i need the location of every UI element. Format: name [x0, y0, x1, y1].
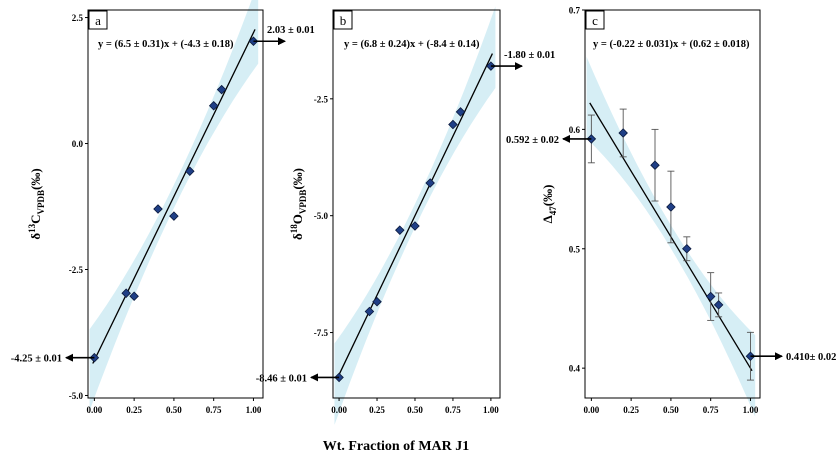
svg-text:0.410± 0.02: 0.410± 0.02 — [786, 352, 836, 363]
plot-frame — [332, 9, 501, 399]
y-tick-label: 2.5 — [72, 13, 84, 23]
fit-line — [336, 53, 493, 379]
x-tick-label: 0.75 — [445, 405, 461, 415]
y-axis-label: δ18OVPDB(‰) — [289, 168, 308, 240]
data-point — [682, 244, 692, 254]
endpoint-annotation-right: 0.410± 0.02 — [750, 352, 836, 363]
x-tick-label: 1.00 — [743, 405, 759, 415]
data-point — [410, 221, 420, 231]
data-point — [153, 204, 163, 214]
regression-equation: y = (6.5 ± 0.31)x + (-4.3 ± 0.18) — [98, 39, 234, 50]
data-point — [121, 288, 131, 298]
endpoint-annotation-left: -8.46 ± 0.01 — [256, 373, 340, 384]
plot-frame — [87, 9, 264, 399]
x-tick-label: 0.25 — [369, 405, 385, 415]
data-point — [425, 178, 435, 188]
data-point — [364, 306, 375, 317]
y-tick-label: -2.5 — [69, 265, 84, 275]
data-point — [586, 134, 597, 144]
data-point — [650, 160, 660, 170]
endpoint-annotation-right: 2.03 ± 0.01 — [253, 25, 315, 46]
panel-c: 0.00 0.25 0.50 0.75 1.00 0.4 0.5 0.6 0.7 c y = (-0… — [506, 6, 836, 417]
figure-x-axis-label: Wt. Fraction of MAR J1 — [323, 439, 470, 454]
x-tick-label: 0.00 — [583, 405, 599, 415]
x-tick-label: 1.00 — [246, 405, 262, 415]
panel-b: 0.00 0.25 0.50 0.75 1.00 -7.5 -5.0 -2.5 b y = (6.… — [256, 6, 555, 425]
x-tick-label: 0.75 — [703, 405, 719, 415]
data-point — [448, 119, 458, 130]
regression-equation: y = (6.8 ± 0.24)x + (-8.4 ± 0.14) — [344, 39, 480, 50]
svg-text:0.592 ± 0.02: 0.592 ± 0.02 — [506, 135, 559, 146]
svg-text:-4.25 ± 0.01: -4.25 ± 0.01 — [11, 354, 62, 365]
data-point — [216, 84, 227, 95]
data-point — [705, 291, 716, 302]
svg-text:-8.46 ± 0.01: -8.46 ± 0.01 — [256, 373, 307, 384]
svg-text:2.03 ± 0.01: 2.03 ± 0.01 — [267, 25, 315, 36]
x-tick-label: 0.50 — [663, 405, 679, 415]
panel-letter: c — [585, 10, 605, 30]
svg-text:-1.80 ± 0.01: -1.80 ± 0.01 — [504, 50, 555, 61]
x-tick-label: 0.50 — [407, 405, 423, 415]
panel-letter: b — [333, 10, 353, 30]
x-tick-label: 0.25 — [126, 405, 142, 415]
x-tick-label: 1.00 — [483, 405, 499, 415]
plot-frame — [584, 9, 761, 399]
x-tick-label: 0.00 — [331, 405, 347, 415]
data-point — [666, 202, 676, 212]
y-tick-label: 0.0 — [72, 139, 84, 149]
data-point — [129, 291, 139, 301]
y-tick-label: 0.5 — [569, 244, 581, 254]
data-point — [334, 372, 344, 383]
svg-text:a: a — [95, 13, 101, 28]
panel-letter: a — [88, 10, 108, 30]
y-tick-label: 0.7 — [569, 6, 581, 16]
svg-text:b: b — [340, 13, 347, 28]
data-point — [208, 100, 219, 111]
x-tick-label: 0.25 — [623, 405, 639, 415]
y-tick-label: -5.0 — [69, 391, 84, 401]
y-tick-label: -7.5 — [314, 328, 329, 338]
x-tick-label: 0.75 — [206, 405, 222, 415]
regression-equation: y = (-0.22 ± 0.031)x + (0.62 ± 0.018) — [593, 39, 750, 50]
y-tick-label: 0.4 — [569, 364, 581, 374]
data-point — [372, 296, 382, 307]
data-point — [169, 211, 179, 221]
svg-text:c: c — [592, 13, 598, 28]
data-point — [455, 107, 466, 117]
y-tick-label: 0.6 — [569, 125, 581, 135]
y-tick-label: -2.5 — [314, 94, 329, 104]
endpoint-annotation-left: -4.25 ± 0.01 — [11, 353, 95, 365]
x-tick-label: 0.50 — [166, 405, 182, 415]
y-axis-label: δ13CVPDB(‰) — [27, 168, 46, 239]
data-point — [185, 166, 195, 177]
x-tick-label: 0.00 — [86, 405, 102, 415]
panel-a: 0.00 0.25 0.50 0.75 1.00 -5.0 -2.5 0.0 2.5 a y = (… — [11, 0, 315, 415]
y-tick-label: -5.0 — [314, 211, 329, 221]
confidence-band — [89, 0, 259, 411]
data-point — [618, 128, 628, 138]
endpoint-annotation-right: -1.80 ± 0.01 — [490, 50, 555, 71]
fit-line — [92, 29, 256, 364]
data-point — [713, 300, 724, 310]
y-axis-label: Δ47(‰) — [540, 185, 558, 224]
endpoint-annotation-left: 0.592 ± 0.02 — [506, 134, 592, 146]
data-point — [395, 225, 405, 235]
